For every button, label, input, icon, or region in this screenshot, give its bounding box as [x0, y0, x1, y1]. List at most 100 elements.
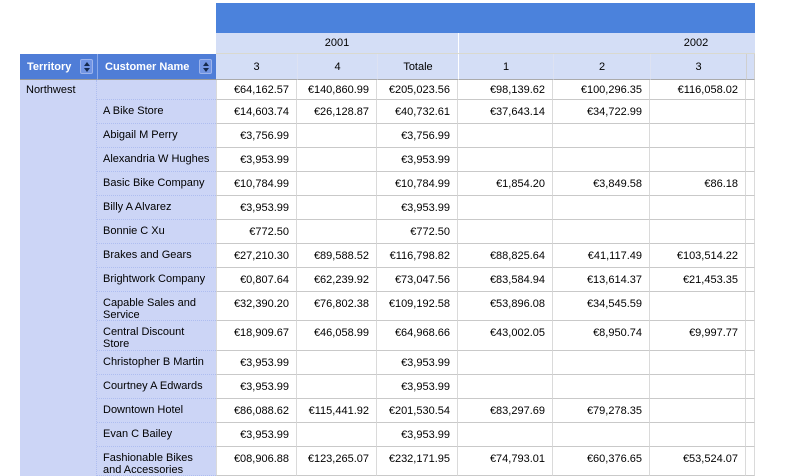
- amount-cell: [553, 148, 650, 172]
- amount-cell: [553, 124, 650, 148]
- amount-cell: €13,614.37: [553, 268, 650, 292]
- territory-column-header[interactable]: Territory: [20, 54, 97, 80]
- amount-cell: €18,909.67: [216, 321, 297, 351]
- customer-name-cell: Evan C Bailey: [97, 422, 216, 447]
- amount-cell: €116,798.82: [377, 244, 458, 268]
- amount-cell: €26,128.87: [297, 100, 377, 124]
- amount-cell: €3,953.99: [377, 148, 458, 172]
- territory-cell: Northwest: [20, 80, 97, 476]
- spacer-cell: [746, 321, 755, 351]
- sort-icon[interactable]: [199, 59, 212, 74]
- table-row: Downtown Hotel €86,088.62 €115,441.92 €201,…: [97, 398, 755, 423]
- year-group-label: 2002: [683, 37, 709, 49]
- spacer-cell: [746, 350, 755, 375]
- spacer-cell: [746, 100, 755, 124]
- amount-cell: €37,643.14: [458, 100, 553, 124]
- amount-cell: €115,441.92: [297, 398, 377, 423]
- spacer-cell: [746, 292, 755, 322]
- table-row: Basic Bike Company €10,784.99 €10,784.99 €1…: [97, 172, 755, 196]
- amount-cell: [650, 374, 746, 399]
- table-row: €64,162.57 €140,860.99 €205,023.56 €98,139.…: [97, 80, 755, 100]
- amount-cell: €83,584.94: [458, 268, 553, 292]
- column-header: 3: [216, 54, 297, 80]
- amount-cell: €62,239.92: [297, 268, 377, 292]
- amount-cell: [297, 172, 377, 196]
- table-row: Brightwork Company €0,807.64 €62,239.92 €73…: [97, 268, 755, 292]
- column-header: 3: [650, 54, 746, 80]
- amount-cell: €8,950.74: [553, 321, 650, 351]
- amount-cell: €10,784.99: [377, 172, 458, 196]
- amount-cell: [297, 148, 377, 172]
- amount-cell: [553, 422, 650, 447]
- amount-cell: €76,802.38: [297, 292, 377, 322]
- table-row: Bonnie C Xu €772.50 €772.50: [97, 220, 755, 244]
- amount-cell: €21,453.35: [650, 268, 746, 292]
- table-row: Evan C Bailey €3,953.99 €3,953.99: [97, 422, 755, 447]
- customer-name-cell: A Bike Store: [97, 100, 216, 124]
- amount-cell: [297, 220, 377, 244]
- amount-cell: €79,278.35: [553, 398, 650, 423]
- column-header: Totale: [377, 54, 458, 80]
- amount-cell: [650, 148, 746, 172]
- spacer-cell: [746, 124, 755, 148]
- pivot-data-grid: Northwest €64,162.57 €140,860.99 €205,023.…: [20, 80, 755, 476]
- amount-cell: €116,058.02: [650, 80, 746, 100]
- amount-cell: [650, 422, 746, 447]
- table-row: Alexandria W Hughes €3,953.99 €3,953.99: [97, 148, 755, 172]
- amount-cell: [458, 422, 553, 447]
- customer-name-cell: Abigail M Perry: [97, 124, 216, 148]
- amount-cell: €86,088.62: [216, 398, 297, 423]
- table-row: Courtney A Edwards €3,953.99 €3,953.99: [97, 374, 755, 399]
- sort-desc-icon: [83, 67, 90, 72]
- amount-cell: €73,047.56: [377, 268, 458, 292]
- year-group-divider: [458, 33, 459, 53]
- territory-header-label: Territory: [27, 60, 72, 73]
- customer-header-label: Customer Name: [105, 60, 190, 73]
- customer-name-cell: Fashionable Bikes and Accessories: [97, 446, 216, 476]
- amount-cell: [297, 422, 377, 447]
- amount-cell: [297, 196, 377, 220]
- amount-cell: [458, 220, 553, 244]
- period-column-headers: 3 4 Totale 1 2 3: [216, 54, 746, 80]
- column-header: 4: [297, 54, 377, 80]
- customer-name-cell: Capable Sales and Service: [97, 292, 216, 322]
- amount-cell: [297, 124, 377, 148]
- customer-name-column-header[interactable]: Customer Name: [97, 54, 216, 80]
- amount-cell: €772.50: [377, 220, 458, 244]
- column-fields-band: [216, 3, 755, 33]
- amount-cell: €3,953.99: [216, 148, 297, 172]
- amount-cell: €3,849.58: [553, 172, 650, 196]
- amount-cell: [650, 220, 746, 244]
- spacer-cell: [746, 398, 755, 423]
- spacer-cell: [746, 374, 755, 399]
- customer-name-cell: Brightwork Company: [97, 268, 216, 292]
- amount-cell: €60,376.65: [553, 446, 650, 476]
- table-row: Central Discount Store €18,909.67 €46,058.…: [97, 321, 755, 351]
- amount-cell: [553, 374, 650, 399]
- spacer-cell: [746, 148, 755, 172]
- spacer-cell: [746, 422, 755, 447]
- amount-cell: €140,860.99: [297, 80, 377, 100]
- amount-cell: €34,545.59: [553, 292, 650, 322]
- customer-name-cell: Central Discount Store: [97, 321, 216, 351]
- amount-cell: €205,023.56: [377, 80, 458, 100]
- column-header: 2: [553, 54, 650, 80]
- sort-icon[interactable]: [80, 59, 93, 74]
- sort-asc-icon: [202, 61, 209, 66]
- amount-cell: [297, 374, 377, 399]
- table-row: Capable Sales and Service €32,390.20 €76,8…: [97, 292, 755, 322]
- customer-name-cell: Courtney A Edwards: [97, 374, 216, 399]
- amount-cell: €772.50: [216, 220, 297, 244]
- spacer-cell: [746, 80, 755, 100]
- amount-cell: €40,732.61: [377, 100, 458, 124]
- table-row: Brakes and Gears €27,210.30 €89,588.52 €116…: [97, 244, 755, 268]
- table-header-row: Territory Customer Name 3 4 Totale 1 2 3: [20, 54, 755, 80]
- amount-cell: €3,756.99: [377, 124, 458, 148]
- amount-cell: €3,953.99: [377, 422, 458, 447]
- amount-cell: €14,603.74: [216, 100, 297, 124]
- amount-cell: [458, 148, 553, 172]
- customer-name-cell: Christopher B Martin: [97, 350, 216, 375]
- amount-cell: €3,953.99: [377, 374, 458, 399]
- amount-cell: €10,784.99: [216, 172, 297, 196]
- amount-cell: €3,953.99: [216, 350, 297, 375]
